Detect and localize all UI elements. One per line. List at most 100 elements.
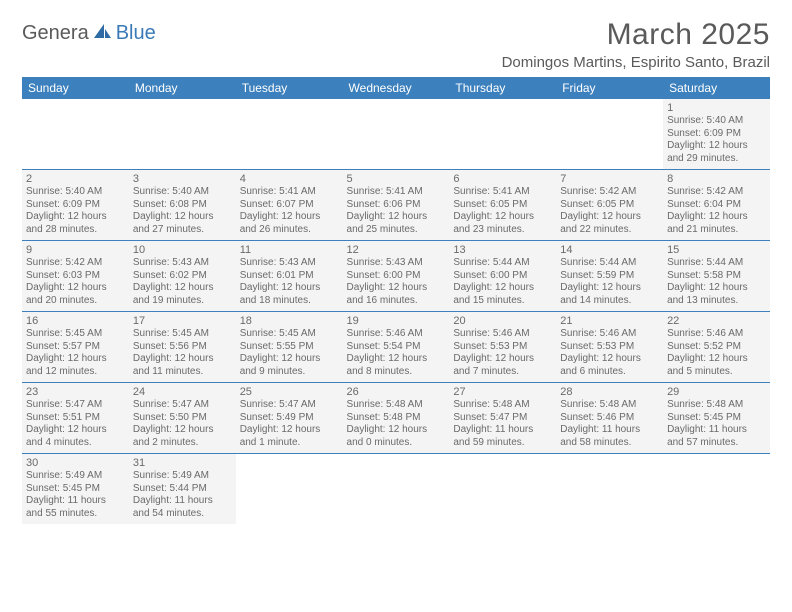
calendar-cell [449,99,556,170]
calendar-row: 23Sunrise: 5:47 AMSunset: 5:51 PMDayligh… [22,383,770,454]
day-info: Sunrise: 5:47 AMSunset: 5:50 PMDaylight:… [133,399,232,449]
calendar-row: 9Sunrise: 5:42 AMSunset: 6:03 PMDaylight… [22,241,770,312]
day-info: Sunrise: 5:41 AMSunset: 6:05 PMDaylight:… [453,186,552,236]
day-info: Sunrise: 5:41 AMSunset: 6:07 PMDaylight:… [240,186,339,236]
day-info: Sunrise: 5:45 AMSunset: 5:56 PMDaylight:… [133,328,232,378]
day-info: Sunrise: 5:49 AMSunset: 5:44 PMDaylight:… [133,470,232,520]
day-number: 4 [240,173,339,185]
calendar-cell: 13Sunrise: 5:44 AMSunset: 6:00 PMDayligh… [449,241,556,312]
day-number: 18 [240,315,339,327]
calendar-cell: 2Sunrise: 5:40 AMSunset: 6:09 PMDaylight… [22,170,129,241]
calendar-row: 30Sunrise: 5:49 AMSunset: 5:45 PMDayligh… [22,454,770,525]
day-info: Sunrise: 5:40 AMSunset: 6:09 PMDaylight:… [667,115,766,165]
calendar-row: 16Sunrise: 5:45 AMSunset: 5:57 PMDayligh… [22,312,770,383]
logo-text-blue: Blue [116,22,156,45]
calendar-body: 1Sunrise: 5:40 AMSunset: 6:09 PMDaylight… [22,99,770,524]
calendar-cell [343,99,450,170]
calendar-cell [663,454,770,525]
day-number: 30 [26,457,125,469]
calendar-cell: 11Sunrise: 5:43 AMSunset: 6:01 PMDayligh… [236,241,343,312]
day-header: Saturday [663,77,770,99]
day-header: Thursday [449,77,556,99]
day-info: Sunrise: 5:44 AMSunset: 5:58 PMDaylight:… [667,257,766,307]
calendar-cell: 3Sunrise: 5:40 AMSunset: 6:08 PMDaylight… [129,170,236,241]
calendar-cell: 20Sunrise: 5:46 AMSunset: 5:53 PMDayligh… [449,312,556,383]
day-header: Sunday [22,77,129,99]
day-number: 28 [560,386,659,398]
day-number: 19 [347,315,446,327]
day-info: Sunrise: 5:45 AMSunset: 5:55 PMDaylight:… [240,328,339,378]
calendar-cell [449,454,556,525]
day-number: 17 [133,315,232,327]
day-number: 22 [667,315,766,327]
day-number: 25 [240,386,339,398]
day-header: Monday [129,77,236,99]
day-info: Sunrise: 5:46 AMSunset: 5:52 PMDaylight:… [667,328,766,378]
day-info: Sunrise: 5:44 AMSunset: 5:59 PMDaylight:… [560,257,659,307]
day-info: Sunrise: 5:46 AMSunset: 5:54 PMDaylight:… [347,328,446,378]
calendar-cell: 14Sunrise: 5:44 AMSunset: 5:59 PMDayligh… [556,241,663,312]
day-number: 10 [133,244,232,256]
calendar-cell: 25Sunrise: 5:47 AMSunset: 5:49 PMDayligh… [236,383,343,454]
day-info: Sunrise: 5:42 AMSunset: 6:03 PMDaylight:… [26,257,125,307]
logo: Genera Blue [22,22,156,45]
calendar-cell: 1Sunrise: 5:40 AMSunset: 6:09 PMDaylight… [663,99,770,170]
calendar-cell: 29Sunrise: 5:48 AMSunset: 5:45 PMDayligh… [663,383,770,454]
day-info: Sunrise: 5:41 AMSunset: 6:06 PMDaylight:… [347,186,446,236]
day-number: 13 [453,244,552,256]
calendar-cell [236,454,343,525]
calendar-cell: 18Sunrise: 5:45 AMSunset: 5:55 PMDayligh… [236,312,343,383]
day-info: Sunrise: 5:47 AMSunset: 5:51 PMDaylight:… [26,399,125,449]
day-info: Sunrise: 5:48 AMSunset: 5:47 PMDaylight:… [453,399,552,449]
calendar-cell: 21Sunrise: 5:46 AMSunset: 5:53 PMDayligh… [556,312,663,383]
day-info: Sunrise: 5:43 AMSunset: 6:00 PMDaylight:… [347,257,446,307]
day-number: 21 [560,315,659,327]
day-info: Sunrise: 5:45 AMSunset: 5:57 PMDaylight:… [26,328,125,378]
day-info: Sunrise: 5:48 AMSunset: 5:45 PMDaylight:… [667,399,766,449]
day-header-row: Sunday Monday Tuesday Wednesday Thursday… [22,77,770,99]
day-number: 24 [133,386,232,398]
day-number: 14 [560,244,659,256]
calendar-cell [556,454,663,525]
day-header: Friday [556,77,663,99]
calendar-cell: 8Sunrise: 5:42 AMSunset: 6:04 PMDaylight… [663,170,770,241]
calendar-cell: 9Sunrise: 5:42 AMSunset: 6:03 PMDaylight… [22,241,129,312]
calendar-cell: 22Sunrise: 5:46 AMSunset: 5:52 PMDayligh… [663,312,770,383]
day-number: 16 [26,315,125,327]
day-number: 20 [453,315,552,327]
day-header: Wednesday [343,77,450,99]
day-number: 26 [347,386,446,398]
location-text: Domingos Martins, Espirito Santo, Brazil [502,54,770,71]
calendar-cell: 31Sunrise: 5:49 AMSunset: 5:44 PMDayligh… [129,454,236,525]
calendar-row: 2Sunrise: 5:40 AMSunset: 6:09 PMDaylight… [22,170,770,241]
day-info: Sunrise: 5:48 AMSunset: 5:48 PMDaylight:… [347,399,446,449]
day-number: 15 [667,244,766,256]
day-number: 6 [453,173,552,185]
calendar-cell: 26Sunrise: 5:48 AMSunset: 5:48 PMDayligh… [343,383,450,454]
header: Genera Blue March 2025 Domingos Martins,… [22,18,770,71]
day-number: 1 [667,102,766,114]
month-title: March 2025 [502,18,770,52]
calendar-table: Sunday Monday Tuesday Wednesday Thursday… [22,77,770,524]
day-info: Sunrise: 5:48 AMSunset: 5:46 PMDaylight:… [560,399,659,449]
day-info: Sunrise: 5:40 AMSunset: 6:08 PMDaylight:… [133,186,232,236]
calendar-cell: 27Sunrise: 5:48 AMSunset: 5:47 PMDayligh… [449,383,556,454]
logo-text-general: Genera [22,22,89,45]
calendar-cell [556,99,663,170]
day-number: 8 [667,173,766,185]
calendar-cell [129,99,236,170]
day-number: 9 [26,244,125,256]
day-number: 27 [453,386,552,398]
calendar-cell: 6Sunrise: 5:41 AMSunset: 6:05 PMDaylight… [449,170,556,241]
day-info: Sunrise: 5:44 AMSunset: 6:00 PMDaylight:… [453,257,552,307]
day-info: Sunrise: 5:47 AMSunset: 5:49 PMDaylight:… [240,399,339,449]
calendar-cell: 19Sunrise: 5:46 AMSunset: 5:54 PMDayligh… [343,312,450,383]
title-block: March 2025 Domingos Martins, Espirito Sa… [502,18,770,71]
calendar-cell: 23Sunrise: 5:47 AMSunset: 5:51 PMDayligh… [22,383,129,454]
calendar-cell [343,454,450,525]
day-info: Sunrise: 5:46 AMSunset: 5:53 PMDaylight:… [560,328,659,378]
day-header: Tuesday [236,77,343,99]
day-info: Sunrise: 5:46 AMSunset: 5:53 PMDaylight:… [453,328,552,378]
day-info: Sunrise: 5:42 AMSunset: 6:05 PMDaylight:… [560,186,659,236]
calendar-cell: 12Sunrise: 5:43 AMSunset: 6:00 PMDayligh… [343,241,450,312]
